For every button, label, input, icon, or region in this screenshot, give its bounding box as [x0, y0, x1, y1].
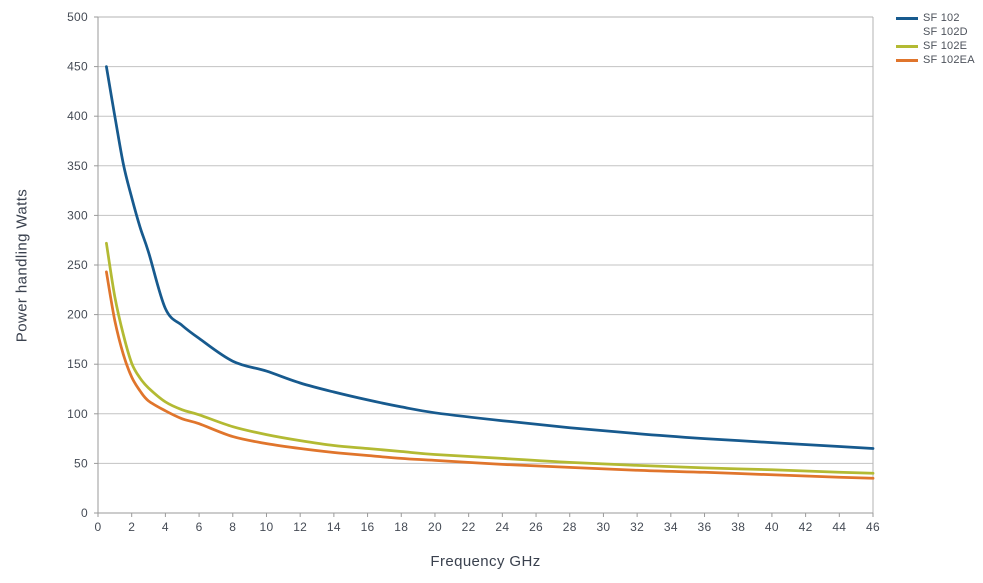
- x-tick-label-32: 32: [630, 520, 644, 534]
- legend-item-sf-102d: SF 102D: [896, 25, 975, 39]
- x-tick-label-30: 30: [596, 520, 610, 534]
- x-tick-label-18: 18: [394, 520, 408, 534]
- x-tick-label-42: 42: [799, 520, 813, 534]
- legend-item-sf-102: SF 102: [896, 11, 975, 25]
- x-tick-label-10: 10: [260, 520, 274, 534]
- x-tick-label-16: 16: [361, 520, 375, 534]
- legend-swatch-line: [896, 44, 918, 48]
- x-tick-label-8: 8: [229, 520, 236, 534]
- legend-swatch-line: [896, 30, 918, 34]
- legend-item-label: SF 102EA: [923, 54, 975, 66]
- legend-item-label: SF 102: [923, 12, 960, 24]
- y-tick-label-100: 100: [67, 407, 88, 421]
- x-tick-label-36: 36: [698, 520, 712, 534]
- legend-swatch-line: [896, 58, 918, 62]
- x-tick-label-2: 2: [128, 520, 135, 534]
- y-tick-label-400: 400: [67, 109, 88, 123]
- y-tick-label-300: 300: [67, 208, 88, 222]
- x-tick-label-22: 22: [462, 520, 476, 534]
- legend-swatch-line: [896, 16, 918, 20]
- x-tick-label-6: 6: [196, 520, 203, 534]
- y-tick-label-250: 250: [67, 258, 88, 272]
- x-tick-label-26: 26: [529, 520, 543, 534]
- y-tick-label-150: 150: [67, 357, 88, 371]
- x-tick-label-20: 20: [428, 520, 442, 534]
- y-axis-title: Power handling Watts: [13, 188, 31, 343]
- x-tick-label-34: 34: [664, 520, 678, 534]
- y-tick-label-200: 200: [67, 308, 88, 322]
- series-curve-sf-102e: [105, 241, 875, 475]
- legend: SF 102 SF 102D SF 102E SF 102EA: [896, 11, 975, 67]
- y-tick-label-0: 0: [81, 506, 88, 520]
- legend-item-sf-102e: SF 102E: [896, 39, 975, 53]
- series-curve-sf-102: [105, 65, 875, 450]
- x-tick-label-24: 24: [495, 520, 509, 534]
- legend-item-label: SF 102D: [923, 26, 968, 38]
- x-tick-label-28: 28: [563, 520, 577, 534]
- y-tick-label-450: 450: [67, 60, 88, 74]
- x-tick-label-14: 14: [327, 520, 341, 534]
- x-tick-label-0: 0: [95, 520, 102, 534]
- legend-item-sf-102ea: SF 102EA: [896, 53, 975, 67]
- x-tick-label-40: 40: [765, 520, 779, 534]
- x-tick-label-46: 46: [866, 520, 880, 534]
- y-tick-label-500: 500: [67, 10, 88, 24]
- x-tick-label-12: 12: [293, 520, 307, 534]
- y-tick-label-50: 50: [74, 456, 88, 470]
- x-tick-label-4: 4: [162, 520, 169, 534]
- x-tick-label-44: 44: [832, 520, 846, 534]
- x-axis-title: Frequency GHz: [430, 553, 541, 570]
- series-curve-sf-102ea: [105, 270, 875, 480]
- x-tick-label-38: 38: [731, 520, 745, 534]
- legend-item-label: SF 102E: [923, 40, 968, 52]
- y-tick-label-350: 350: [67, 159, 88, 173]
